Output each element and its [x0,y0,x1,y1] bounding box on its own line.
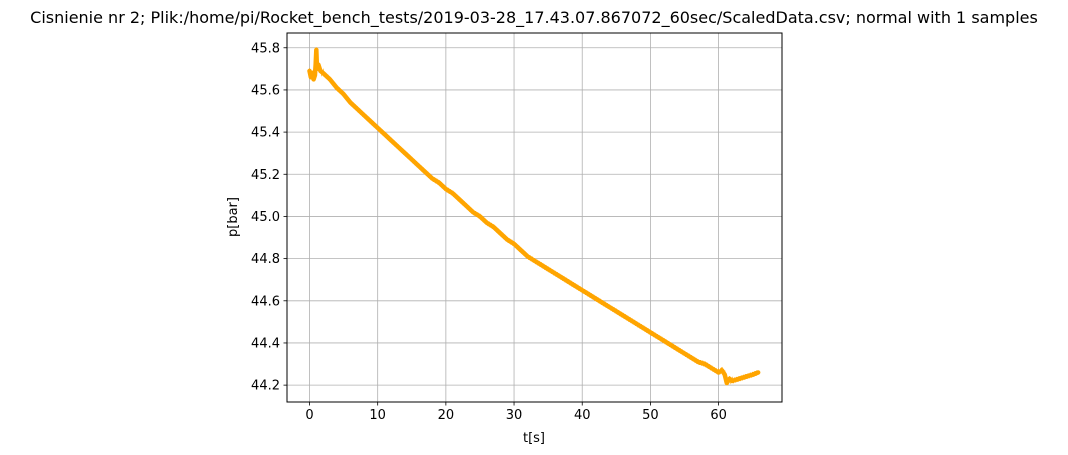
plot-frame [286,32,783,403]
y-tick-label: 45.6 [251,83,280,98]
x-axis-label: t[s] [523,431,545,446]
y-tick-label: 44.4 [251,336,280,351]
x-axis: 0 10 20 30 40 50 60 [305,402,727,423]
y-tick-label: 44.2 [251,379,280,394]
y-tick-label: 45.2 [251,168,280,183]
x-tick-label: 10 [369,408,386,423]
x-tick-label: 40 [574,408,591,423]
y-axis-label: p[bar] [226,197,241,237]
x-tick-label: 60 [710,408,727,423]
x-tick-label: 20 [438,408,455,423]
y-tick-label: 45.4 [251,126,280,141]
y-tick-label: 45.0 [251,210,280,225]
grid [287,33,782,402]
y-tick-label: 45.8 [251,41,280,56]
y-tick-label: 44.6 [251,294,280,309]
x-tick-label: 50 [642,408,659,423]
chart-title: Cisnienie nr 2; Plik:/home/pi/Rocket_ben… [30,8,1038,28]
series-layer [307,47,761,386]
x-tick-label: 30 [506,408,523,423]
y-tick-label: 44.8 [251,252,280,267]
x-tick-label: 0 [305,408,313,423]
series-noise [308,47,758,386]
y-axis: 44.2 44.4 44.6 44.8 45.0 45.2 45.4 45.6 45.8 [251,41,287,394]
